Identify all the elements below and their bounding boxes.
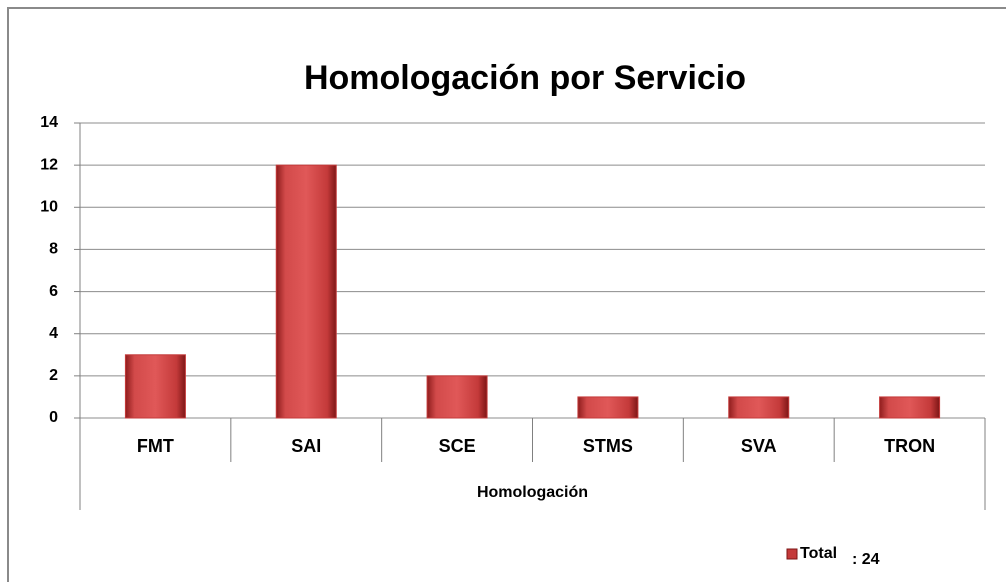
y-tick-label: 0 — [49, 409, 58, 426]
x-tick-label: STMS — [583, 436, 633, 456]
bar — [124, 354, 186, 419]
x-tick-label: FMT — [137, 436, 174, 456]
bar — [426, 375, 488, 419]
y-tick-label: 10 — [40, 199, 58, 216]
y-tick-label: 4 — [49, 325, 58, 342]
chart-frame — [7, 7, 1006, 582]
bar — [728, 396, 790, 419]
y-tick-label: 14 — [40, 114, 58, 131]
bar — [879, 396, 941, 419]
x-tick-label: SCE — [439, 436, 476, 456]
bar — [275, 164, 337, 419]
legend-note: : 24 — [852, 551, 880, 568]
y-tick-label: 2 — [49, 367, 58, 384]
y-tick-label: 6 — [49, 283, 58, 300]
y-tick-label: 8 — [49, 241, 58, 258]
x-axis-title: Homologación — [477, 484, 588, 501]
x-tick-label: TRON — [884, 436, 935, 456]
x-tick-label: SVA — [741, 436, 777, 456]
y-tick-label: 12 — [40, 156, 58, 173]
chart-title: Homologación por Servicio — [304, 59, 746, 97]
legend-swatch — [786, 548, 798, 560]
bar — [577, 396, 639, 419]
x-tick-label: SAI — [291, 436, 321, 456]
legend-label: Total — [800, 545, 837, 562]
